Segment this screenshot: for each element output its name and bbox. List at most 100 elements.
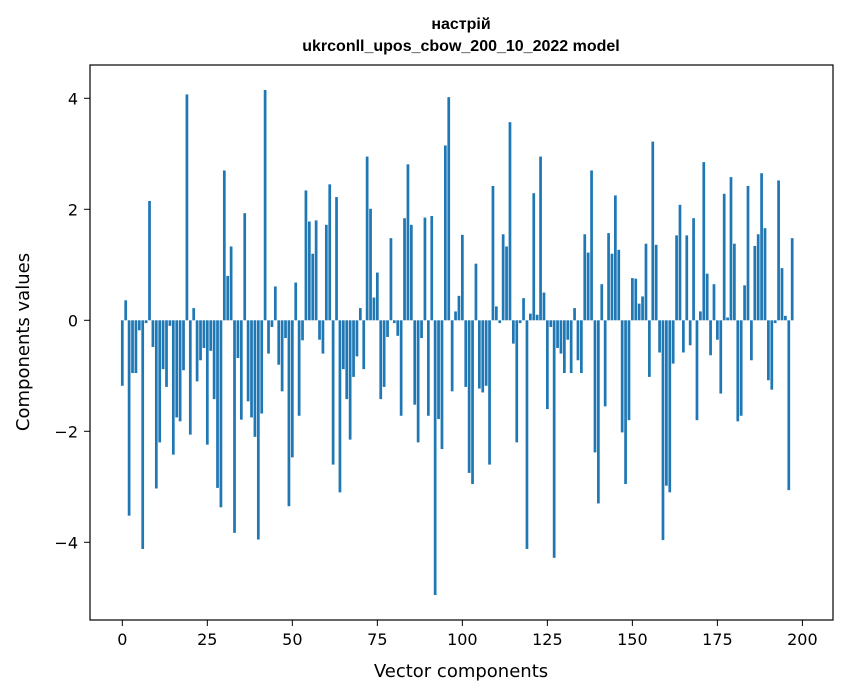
bar (668, 320, 672, 493)
bar (161, 320, 165, 370)
bar (433, 320, 437, 596)
bar (277, 320, 281, 365)
bar (624, 320, 627, 485)
y-tick-label: −4 (54, 533, 78, 552)
bar (716, 320, 719, 340)
bar (726, 317, 729, 321)
bar (658, 320, 661, 353)
bar (165, 320, 168, 387)
bar (392, 320, 396, 324)
bar (219, 320, 223, 508)
bar (154, 320, 158, 489)
bar (610, 253, 614, 321)
bar (358, 308, 362, 321)
bar (512, 320, 515, 344)
bar (199, 320, 202, 361)
bar (430, 215, 434, 321)
bar (256, 320, 260, 540)
plot-frame (89, 64, 834, 621)
bar (546, 320, 549, 410)
bar (648, 320, 651, 377)
bar (733, 243, 736, 321)
bar (239, 320, 243, 420)
bar (345, 320, 349, 400)
bar (699, 311, 702, 321)
bar (661, 320, 665, 541)
bar (423, 217, 427, 321)
bar (348, 320, 352, 440)
bar (341, 320, 345, 370)
bar (416, 320, 420, 443)
chart-title: настрій (431, 16, 490, 33)
bar (460, 234, 464, 321)
bar (777, 180, 780, 321)
bar (729, 177, 733, 321)
bar (127, 320, 131, 516)
bar (494, 306, 498, 321)
bar (229, 246, 233, 321)
y-axis-ticks: −4 −2 0 2 4 (54, 89, 90, 552)
bar (722, 193, 726, 321)
bar (790, 238, 794, 321)
bar (515, 320, 519, 443)
bar (226, 275, 230, 321)
bar (678, 204, 682, 321)
bar (498, 320, 502, 324)
y-axis-label: Components values (13, 253, 34, 431)
bar (603, 320, 607, 407)
bar (474, 263, 478, 321)
bar (685, 235, 689, 321)
bar (270, 320, 274, 327)
x-tick-label: 200 (787, 630, 818, 649)
bar (246, 320, 250, 402)
bar (471, 320, 474, 485)
bar (593, 320, 597, 453)
bar (539, 156, 542, 321)
bar (464, 320, 468, 387)
bar (437, 320, 440, 420)
bar (600, 284, 604, 321)
bar (637, 303, 641, 321)
x-tick-label: 0 (117, 630, 127, 649)
bar (447, 97, 451, 321)
bar (454, 311, 457, 321)
bar (705, 273, 709, 321)
bar (290, 320, 294, 458)
bar (505, 246, 508, 321)
bar (631, 278, 634, 321)
bar (491, 185, 495, 321)
bar (273, 286, 277, 321)
bar (267, 320, 270, 354)
bar (406, 164, 410, 321)
bar (580, 320, 583, 374)
bar (304, 190, 308, 321)
bar (328, 184, 332, 321)
bar (719, 320, 723, 394)
bar (148, 200, 151, 321)
bar (753, 245, 757, 321)
bar (389, 238, 393, 321)
bar (467, 320, 471, 473)
bar (420, 320, 423, 339)
bar (739, 320, 743, 416)
x-tick-label: 100 (447, 630, 478, 649)
bar (253, 320, 257, 437)
bar (675, 235, 678, 321)
bar (158, 320, 162, 443)
bar (671, 320, 675, 364)
bar (450, 320, 454, 392)
bar (457, 295, 461, 321)
bar (311, 253, 315, 321)
bar (773, 320, 777, 324)
bar (192, 308, 196, 321)
bar (756, 234, 760, 321)
bar (409, 224, 413, 321)
bar (168, 320, 172, 326)
bar (780, 268, 784, 321)
bar (784, 315, 787, 321)
bar (760, 173, 763, 321)
bar (209, 320, 213, 351)
bar (644, 243, 648, 321)
bar (124, 300, 128, 321)
